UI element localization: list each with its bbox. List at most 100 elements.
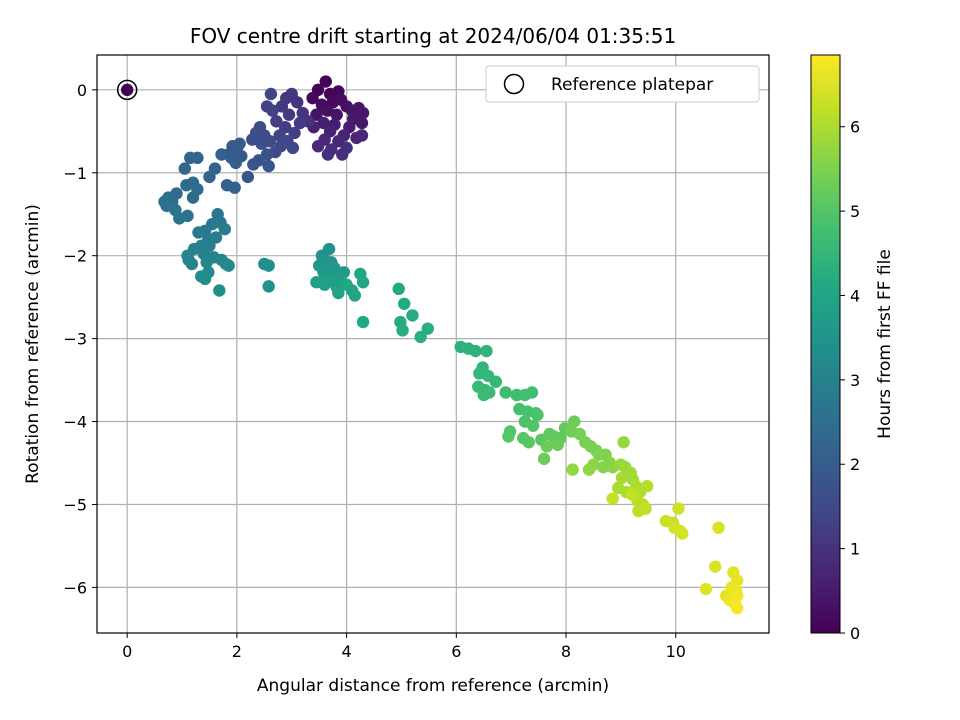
scatter-point (184, 151, 197, 165)
scatter-point (522, 436, 535, 449)
scatter-point (676, 527, 689, 540)
scatter-point (526, 419, 540, 432)
scatter-point (315, 276, 329, 289)
colorbar-tick-label: 2 (850, 455, 860, 474)
scatter-point (672, 502, 685, 515)
colorbar-tick-label: 4 (850, 286, 860, 305)
scatter-point (625, 488, 639, 501)
scatter-point (181, 209, 194, 223)
scatter-point (355, 129, 369, 142)
x-axis-ticks: 0 2 4 6 8 10 (122, 633, 686, 661)
scatter-point (186, 191, 200, 204)
scatter-point (712, 521, 725, 534)
y-axis-label: Rotation from reference (arcmin) (23, 204, 43, 484)
legend-box (485, 65, 760, 103)
scatter-point (209, 231, 223, 244)
y-tick-label: −2 (63, 247, 87, 266)
x-axis-label: Angular distance from reference (arcmin) (257, 676, 609, 696)
x-tick-label: 4 (342, 642, 352, 661)
scatter-point (192, 226, 205, 239)
colorbar-ticks: 0 1 2 3 4 5 6 (840, 118, 860, 643)
scatter-point (356, 276, 370, 289)
plot-frame (96, 54, 770, 634)
scatter-point (241, 170, 255, 184)
scatter-point (282, 108, 296, 121)
scatter-point (220, 178, 234, 192)
y-tick-label: −4 (63, 413, 87, 432)
x-tick-label: 0 (122, 642, 132, 661)
scatter-point (332, 286, 345, 300)
legend-entry-label: Reference platepar (551, 75, 713, 95)
scatter-point (477, 388, 490, 402)
colorbar-tick-label: 1 (850, 540, 860, 559)
scatter-point (730, 601, 744, 615)
scatter-point (233, 137, 246, 150)
scatter-point (246, 133, 259, 146)
scatter-point (213, 284, 226, 297)
scatter-point (247, 158, 260, 171)
scatter-point (502, 430, 515, 443)
x-tick-label: 6 (451, 642, 461, 661)
scatter-point (551, 438, 564, 451)
scatter-point (641, 480, 654, 493)
scatter-point (332, 135, 345, 148)
scatter-point (286, 141, 300, 155)
y-axis-ticks: 0 −1 −2 −3 −4 −5 −6 (63, 81, 97, 597)
scatter-point (260, 100, 274, 113)
scatter-point (469, 344, 482, 358)
reference-point-fill (120, 83, 134, 97)
colorbar-tick-label: 6 (850, 118, 860, 137)
scatter-point (311, 140, 325, 153)
scatter-point (615, 471, 629, 485)
scatter-point (317, 116, 330, 130)
scatter-points (158, 75, 744, 615)
scatter-point (566, 463, 579, 476)
scatter-point (262, 280, 275, 293)
scatter-point (222, 259, 235, 272)
scatter-point (480, 344, 493, 358)
scatter-point (525, 386, 539, 399)
scatter-point (178, 162, 191, 175)
scatter-point (270, 115, 283, 128)
y-tick-label: −5 (63, 495, 87, 514)
scatter-point (421, 322, 434, 335)
scatter-point (398, 297, 411, 310)
reference-marker-layer (116, 79, 138, 101)
scatter-point (306, 91, 319, 105)
scatter-point (568, 415, 581, 428)
scatter-point (330, 108, 343, 121)
scatter-point (198, 272, 212, 286)
x-tick-label: 2 (232, 642, 242, 661)
scatter-point (321, 104, 334, 117)
colorbar (810, 54, 841, 634)
scatter-point (606, 492, 619, 505)
scatter-point (296, 106, 309, 120)
scatter-point (414, 330, 427, 344)
scatter-point (537, 452, 551, 466)
scatter-point (275, 100, 289, 113)
scatter-point (203, 170, 216, 184)
y-tick-label: 0 (77, 81, 87, 100)
scatter-point (262, 159, 275, 173)
colorbar-tick-label: 3 (850, 371, 860, 390)
x-tick-label: 10 (666, 642, 686, 661)
scatter-point (255, 137, 268, 150)
y-tick-label: −1 (63, 164, 87, 183)
scatter-point (264, 87, 278, 101)
scatter-point (406, 309, 419, 322)
legend: Reference platepar (485, 65, 760, 103)
scatter-point (396, 324, 409, 337)
scatter-point (639, 502, 652, 515)
grid-lines (97, 55, 769, 633)
scatter-point (617, 436, 630, 449)
reference-platepar-marker (116, 79, 138, 101)
scatter-point (293, 116, 307, 130)
scatter-point (340, 141, 353, 155)
scatter-point (348, 289, 362, 302)
scatter-point (218, 222, 232, 236)
chart-title: FOV centre drift starting at 2024/06/04 … (190, 24, 676, 48)
scatter-point (355, 116, 369, 130)
scatter-point (356, 106, 370, 120)
colorbar-label: Hours from first FF file (875, 249, 895, 439)
